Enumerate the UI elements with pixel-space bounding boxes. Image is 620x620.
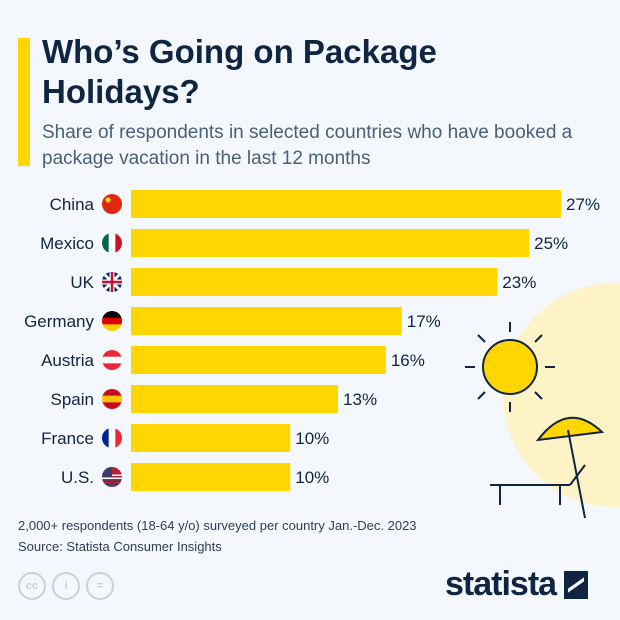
bar xyxy=(131,190,561,218)
category-label: UK xyxy=(70,273,94,292)
bar-row: U.S. 10% xyxy=(61,463,329,491)
bar-row: France 10% xyxy=(41,424,329,452)
source: Source: Statista Consumer Insights xyxy=(18,539,222,554)
category-label: Spain xyxy=(51,390,94,409)
bar xyxy=(131,268,498,296)
survey-note: 2,000+ respondents (18-64 y/o) surveyed … xyxy=(18,518,417,533)
value-label: 16% xyxy=(391,351,425,370)
bar-row: Austria 16% xyxy=(41,346,425,374)
bar-row: Mexico 25% xyxy=(40,229,568,257)
bar-row: Germany 17% xyxy=(24,307,441,335)
bar-row: China 27% xyxy=(50,190,600,218)
category-label: France xyxy=(41,429,94,448)
cc-icon[interactable]: cc xyxy=(18,572,46,600)
mexico-flag-icon xyxy=(102,233,122,253)
value-label: 27% xyxy=(566,195,600,214)
background-sun-glow xyxy=(503,283,620,507)
category-label: China xyxy=(50,195,95,214)
value-label: 23% xyxy=(502,273,536,292)
category-label: Germany xyxy=(24,312,94,331)
germany-flag-icon xyxy=(102,311,122,331)
chart-title: Who’s Going on Package Holidays? xyxy=(42,33,437,110)
bar xyxy=(131,307,402,335)
value-label: 25% xyxy=(534,234,568,253)
sun-icon xyxy=(465,322,555,412)
bar xyxy=(131,424,291,452)
footnote: 2,000+ respondents (18-64 y/o) surveyed … xyxy=(18,515,417,557)
bar xyxy=(131,385,339,413)
bar-row: UK 23% xyxy=(70,268,536,296)
us-flag-icon xyxy=(102,467,122,487)
attribution-icon[interactable]: i xyxy=(52,572,80,600)
category-label: Mexico xyxy=(40,234,94,253)
bar xyxy=(131,229,530,257)
bar xyxy=(131,346,386,374)
spain-flag-icon xyxy=(102,389,122,409)
value-label: 10% xyxy=(295,468,329,487)
no-derivatives-icon[interactable]: = xyxy=(86,572,114,600)
category-label: U.S. xyxy=(61,468,94,487)
value-label: 13% xyxy=(343,390,377,409)
china-flag-icon xyxy=(102,194,122,214)
category-label: Austria xyxy=(41,351,94,370)
bar-row: Spain 13% xyxy=(51,385,377,413)
statista-mark-icon xyxy=(564,570,589,599)
title-accent-bar xyxy=(18,38,30,166)
bar xyxy=(131,463,291,491)
value-label: 17% xyxy=(407,312,441,331)
chart-subtitle: Share of respondents in selected countri… xyxy=(42,122,573,169)
statista-logo[interactable]: statista xyxy=(445,565,589,604)
uk-flag-icon xyxy=(102,272,122,292)
austria-flag-icon xyxy=(102,350,122,370)
value-label: 10% xyxy=(295,429,329,448)
umbrella-lounger-icon xyxy=(490,416,605,519)
france-flag-icon xyxy=(102,428,122,448)
logo-text: statista xyxy=(445,565,557,603)
license-icons[interactable]: cc i = xyxy=(18,572,114,600)
